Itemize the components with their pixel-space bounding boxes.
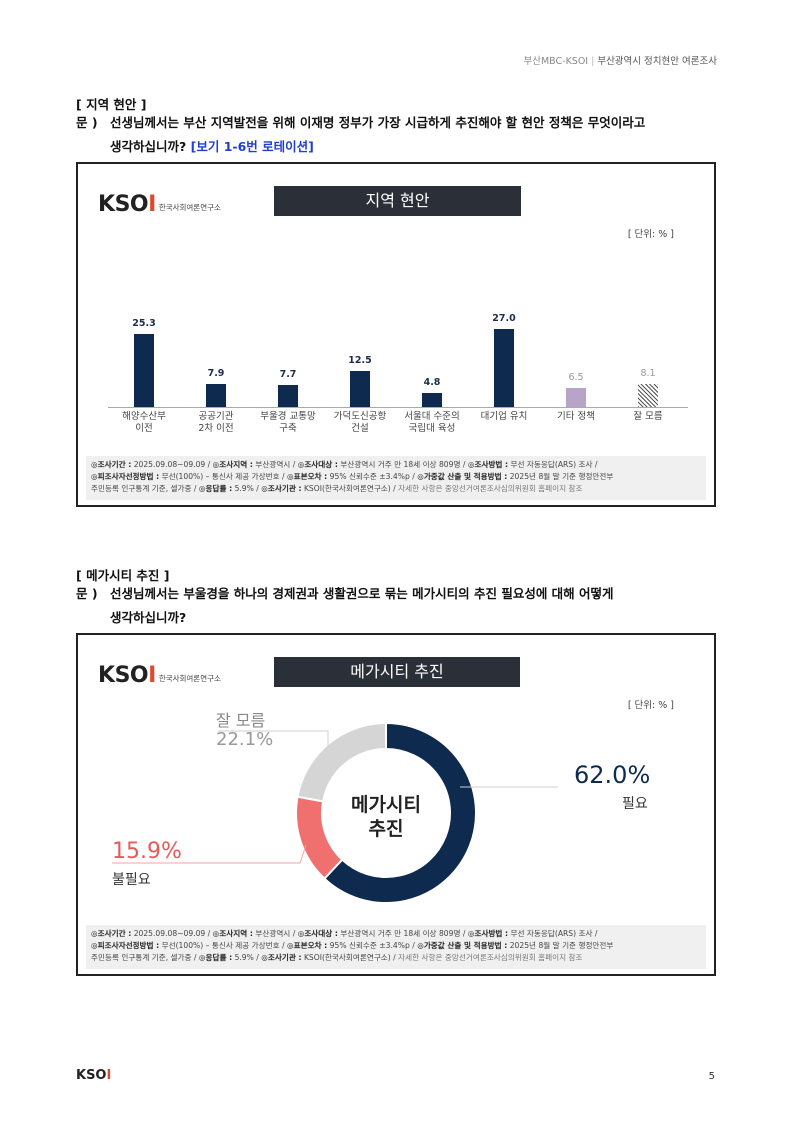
chart-panel-regional-issues: KSOI 한국사회여론연구소 지역 현안 [ 단위: % ] 25.3 해양수산부… <box>76 162 716 507</box>
bar-category-label-0: 해양수산부 이전 <box>122 411 166 434</box>
bar-value-label-6: 6.5 <box>568 372 584 384</box>
bar-6 <box>566 388 586 407</box>
dontknow-percent: 22.1% <box>216 729 274 750</box>
leader-line-unneeded <box>112 844 307 864</box>
bar-0 <box>134 333 154 407</box>
survey-footnote: ◎조사기간 : 2025.09.08~09.09 / ◎조사지역 : 부산광역시… <box>86 456 706 500</box>
logo-word: KSOI <box>98 192 156 217</box>
bar-value-label-5: 27.0 <box>492 312 516 324</box>
bar-value-label-1: 7.9 <box>207 368 225 380</box>
unneeded-percent: 15.9% <box>112 839 182 864</box>
bar-2 <box>278 384 298 407</box>
unit-label: [ 단위: % ] <box>627 229 674 240</box>
donut-slice-2 <box>296 723 387 803</box>
bar-1 <box>206 384 226 407</box>
ksoi-logo: KSOI 한국사회여론연구소 <box>98 663 221 688</box>
bar-3 <box>350 370 370 407</box>
donut-slice-0 <box>322 723 476 903</box>
question-text-line1: 선생님께서는 부울경을 하나의 경제권과 생활권으로 묶는 메가시티의 추진 필… <box>110 586 614 601</box>
page-number: 5 <box>708 1071 715 1082</box>
bar-value-label-7: 8.1 <box>640 367 656 379</box>
needed-percent: 62.0% <box>574 761 651 789</box>
logo-word: KSOI <box>98 663 156 688</box>
rotation-note: [보기 1-6번 로테이션] <box>190 139 314 154</box>
chart-title: 메가시티 추진 <box>274 657 520 687</box>
leader-lines <box>112 730 558 864</box>
bar-category-label-1: 공공기관 2차 이전 <box>198 411 234 434</box>
bar-category-label-4: 서울대 수준의 국립대 육성 <box>404 411 460 434</box>
bar-category-label-6: 기타 정책 <box>557 411 595 422</box>
question-megacity: 문 ) 선생님께서는 부울경을 하나의 경제권과 생활권으로 묶는 메가시티의 추… <box>76 582 614 630</box>
leader-line-dontknow <box>218 730 329 747</box>
bar-category-label-2: 부울경 교통망 구축 <box>260 411 316 434</box>
bar-category-label-5: 대기업 유치 <box>480 411 528 422</box>
question-text-line2: 생각하십니까? <box>110 610 187 625</box>
page-footer-logo: KSOI <box>76 1068 112 1083</box>
needed-label: 필요 <box>622 796 648 812</box>
header-divider: | <box>591 56 595 67</box>
bar-category-label-7: 잘 모름 <box>633 411 663 422</box>
question-regional-issues: 문 ) 선생님께서는 부산 지역발전을 위해 이재명 정부가 가장 시급하게 추진… <box>76 111 645 159</box>
bar-category-label-3: 가덕도신공항 건설 <box>333 411 387 434</box>
donut-center-label: 메가시티 추진 <box>351 794 421 840</box>
survey-footnote: ◎조사기간 : 2025.09.08~09.09 / ◎조사지역 : 부산광역시… <box>86 925 706 969</box>
header-source: 부산MBC-KSOI <box>523 56 589 67</box>
section-title-regional-issues: [ 지역 현안 ] <box>76 97 147 112</box>
bar-5 <box>494 328 514 407</box>
question-label: 문 ) <box>76 115 98 130</box>
unneeded-label: 불필요 <box>112 872 151 888</box>
question-text-line2: 생각하십니까? <box>110 139 187 154</box>
chart-title: 지역 현안 <box>274 186 521 216</box>
logo-subtitle: 한국사회여론연구소 <box>158 674 221 683</box>
bar-4 <box>422 393 442 407</box>
bar-value-label-0: 25.3 <box>132 317 156 329</box>
bar-value-label-2: 7.7 <box>279 368 297 380</box>
ksoi-logo: KSOI 한국사회여론연구소 <box>98 192 221 217</box>
bar-value-label-3: 12.5 <box>348 354 372 366</box>
chart-panel-megacity: KSOI 한국사회여론연구소 메가시티 추진 [ 단위: % ] 메가시티 추진… <box>76 633 716 976</box>
unit-label: [ 단위: % ] <box>627 700 674 711</box>
bar-baseline <box>108 407 688 408</box>
bar-value-label-4: 4.8 <box>423 377 441 389</box>
bar-7 <box>638 383 658 407</box>
section-title-megacity: [ 메가시티 추진 ] <box>76 568 170 583</box>
header-title: 부산광역시 정치현안 여론조사 <box>597 56 717 67</box>
page-header: 부산MBC-KSOI | 부산광역시 정치현안 여론조사 <box>523 53 717 67</box>
logo-subtitle: 한국사회여론연구소 <box>158 203 221 212</box>
question-text-line1: 선생님께서는 부산 지역발전을 위해 이재명 정부가 가장 시급하게 추진해야 … <box>110 115 646 130</box>
question-label: 문 ) <box>76 586 98 601</box>
donut-chart <box>296 723 476 903</box>
dontknow-label: 잘 모름 <box>216 711 266 730</box>
